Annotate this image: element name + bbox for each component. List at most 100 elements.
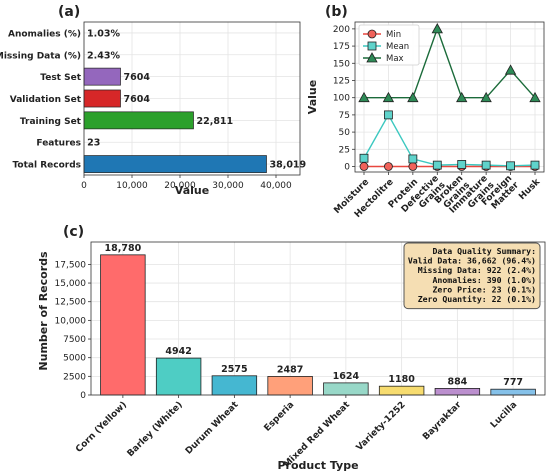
panel-b-frame xyxy=(354,21,545,173)
panel-b-point-mean xyxy=(457,160,467,169)
panel-c-value-label: 884 xyxy=(447,376,467,387)
panel-b-legend-marker-mean xyxy=(367,41,377,51)
panel-c-ytick-label: 10,000 xyxy=(55,316,87,326)
panel-c-ytick-label: 17,500 xyxy=(55,260,87,270)
panel-a-frame xyxy=(83,21,301,176)
panel-b-point-mean xyxy=(506,161,515,171)
panel-a-category-label: Validation Set xyxy=(10,95,82,105)
panel-a-xtick-label: 40,000 xyxy=(260,181,292,191)
panel-a-value-label: 22,811 xyxy=(196,116,233,127)
panel-c-summary-line: Valid Data: 36,662 (96.4%) xyxy=(408,256,536,266)
panel-a-xtick-label: 0 xyxy=(81,181,87,191)
panel-a-category-label: Features xyxy=(36,139,81,149)
panel-c-chart: 18,780 4942 2575 2487 1624 1180 884 777 0 2500 50… xyxy=(37,241,546,472)
panel-c-value-label: 1624 xyxy=(333,371,360,382)
panel-b-ytick-label: 125 xyxy=(333,76,350,86)
panel-c-frame xyxy=(90,241,546,396)
panel-b-point-mean xyxy=(408,154,418,164)
panel-b-point-min xyxy=(408,162,418,171)
panel-c-label: (c) xyxy=(63,224,84,240)
panel-b-xtick-line: Husk xyxy=(517,176,543,202)
panel-c-ytick-label: 7500 xyxy=(63,335,86,345)
panel-b-ytick-label: 100 xyxy=(333,94,350,104)
panel-a-category-label: Test Set xyxy=(40,73,81,83)
panel-c-summary-line: Anomalies: 390 (1.0%) xyxy=(432,275,536,285)
panel-b-line-mean xyxy=(363,113,536,167)
panel-c-bar xyxy=(100,254,146,396)
panel-b-point-max xyxy=(480,91,492,103)
panel-b-legend-marker-min xyxy=(367,29,377,39)
panel-a-xtick-label: 10,000 xyxy=(116,181,148,191)
panel-b-point-max xyxy=(529,91,541,103)
panel-a-value-label: 7604 xyxy=(123,72,150,83)
panel-b-point-mean xyxy=(359,153,369,163)
panel-b-ytick-label: 0 xyxy=(344,162,350,172)
panel-c-bar xyxy=(323,382,369,396)
panel-b-point-min xyxy=(384,162,393,171)
panel-c-bar xyxy=(267,376,313,396)
panel-c-ylabel: Number of Records xyxy=(37,251,50,371)
panel-a-category-label: Total Records xyxy=(12,161,81,171)
panel-b-ytick-label: 150 xyxy=(333,59,350,69)
panel-b-ytick-label: 200 xyxy=(333,25,350,35)
panel-b-legend-label-min: Min xyxy=(386,30,401,40)
panel-b-point-max xyxy=(456,91,468,103)
panel-b-ytick-label: 50 xyxy=(339,128,351,138)
panel-c-bar xyxy=(211,375,258,396)
panel-a-value-label: 38,019 xyxy=(269,160,306,171)
panel-b-point-mean xyxy=(530,160,540,170)
panel-a-xtick-label: 30,000 xyxy=(212,181,244,191)
panel-a-xtick-label: 20,000 xyxy=(164,181,196,191)
panel-c-ytick-label: 0 xyxy=(80,391,86,401)
panel-c-category-label: Esperia xyxy=(263,400,297,434)
panel-c-xlabel: Product Type xyxy=(277,459,358,472)
panel-c-value-label: 2487 xyxy=(277,364,303,375)
panel-b-legend-label-max: Max xyxy=(386,54,404,64)
panel-b-ytick-label: 175 xyxy=(333,42,350,52)
panel-b-point-mean xyxy=(384,110,393,120)
panel-c-ytick-label: 12,500 xyxy=(55,298,87,308)
panel-c-category-label: Corn (Yellow) xyxy=(74,400,129,455)
panel-b-ytick-label: 25 xyxy=(339,145,350,155)
panel-c-bar xyxy=(434,388,481,396)
panel-a-value-label: 2.43% xyxy=(87,50,120,61)
panel-b-point-max xyxy=(407,91,419,103)
panel-b-point-mean xyxy=(432,160,442,170)
panel-c-summary-line: Zero Price: 23 (0.1%) xyxy=(432,284,536,294)
panel-a-value-label: 7604 xyxy=(123,94,150,105)
panel-c-summary-line: Missing Data: 922 (2.4%) xyxy=(418,265,536,275)
panel-a-value-label: 23 xyxy=(87,138,100,149)
panel-b-line-max xyxy=(364,26,536,99)
panel-a-bar xyxy=(83,67,121,86)
panel-a-xlabel: Value xyxy=(175,184,209,197)
panel-a-value-label: 1.03% xyxy=(87,28,120,39)
panel-b-label: (b) xyxy=(325,4,348,20)
panel-c-summary-title: Data Quality Summary: xyxy=(432,246,536,256)
panel-c-category-label: Durum Wheat xyxy=(184,400,241,457)
panel-c-value-label: 4942 xyxy=(165,346,191,357)
panel-b-point-max xyxy=(504,64,517,75)
panel-a-category-label: Training Set xyxy=(20,117,82,127)
panel-b-point-max xyxy=(358,91,370,103)
panel-c-value-label: 2575 xyxy=(221,364,247,375)
panel-c-value-label: 1180 xyxy=(388,374,415,385)
panel-c-ytick-label: 5000 xyxy=(63,354,86,364)
panel-b-xtick-label: Husk xyxy=(517,176,543,202)
panel-c-category-label: Barley (White) xyxy=(126,400,185,459)
panel-a-label: (a) xyxy=(58,4,80,20)
panel-a-bar xyxy=(83,89,121,108)
panel-c-value-label: 777 xyxy=(503,377,523,388)
panel-a-category-label: Anomalies (%) xyxy=(8,29,81,39)
panel-b-legend-marker-max xyxy=(366,52,378,63)
panel-b-point-mean xyxy=(481,160,491,170)
panel-c-ytick-label: 15,000 xyxy=(55,279,87,289)
panel-a-bar xyxy=(83,111,194,130)
panel-b-legend-label-mean: Mean xyxy=(386,42,409,52)
panel-c-ytick-label: 2500 xyxy=(63,372,86,382)
panel-c-summary-line: Zero Quantity: 22 (0.1%) xyxy=(418,294,536,304)
panel-c-bar xyxy=(490,388,536,396)
panel-b-point-max xyxy=(382,91,395,103)
